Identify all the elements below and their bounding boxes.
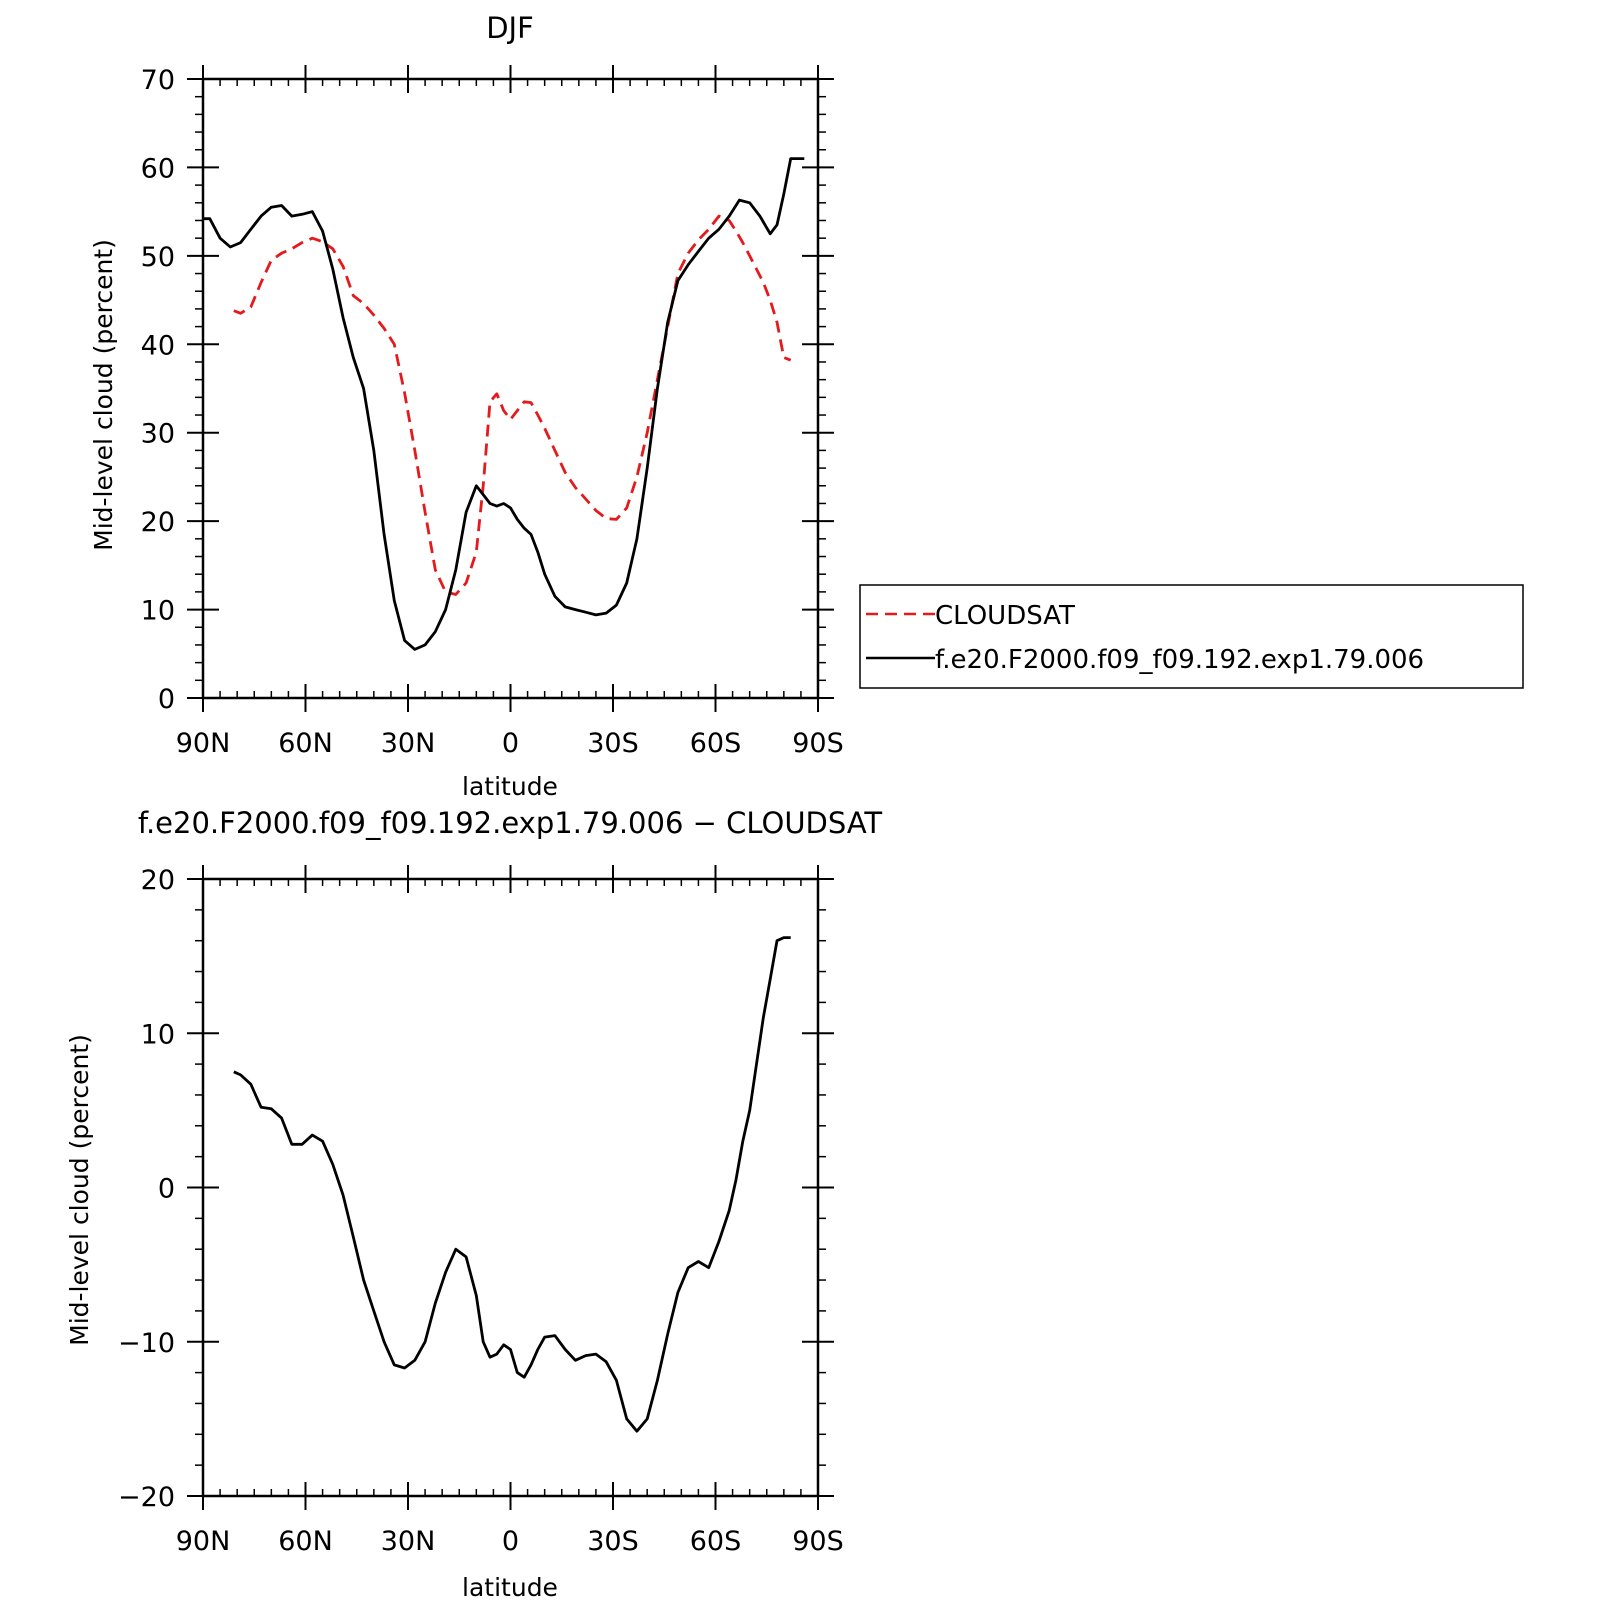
x-tick-label: 30S xyxy=(587,728,639,759)
plot-frame xyxy=(201,77,820,700)
top-y-axis-label: Mid-level cloud (percent) xyxy=(89,239,118,551)
y-tick-label: 70 xyxy=(141,65,175,96)
x-tick-label: 30N xyxy=(381,1526,436,1557)
y-tick-label: −10 xyxy=(118,1328,175,1359)
x-tick-label: 30N xyxy=(381,728,436,759)
x-tick-label: 60S xyxy=(690,728,742,759)
bottom-y-axis-label: Mid-level cloud (percent) xyxy=(65,1034,94,1346)
x-tick-label: 60S xyxy=(690,1526,742,1557)
y-tick-label: 20 xyxy=(141,507,175,538)
x-tick-label: 0 xyxy=(502,728,519,759)
x-tick-label: 60N xyxy=(278,1526,333,1557)
y-tick-label: 20 xyxy=(141,865,175,896)
legend-box xyxy=(859,584,1524,689)
x-tick-label: 30S xyxy=(587,1526,639,1557)
top-x-axis-label: latitude xyxy=(462,772,558,801)
y-tick-label: 0 xyxy=(158,1174,175,1205)
bottom-series-lines xyxy=(233,936,791,1433)
series-line-difference xyxy=(233,936,791,1433)
y-tick-label: 40 xyxy=(141,330,175,361)
y-tick-label: 10 xyxy=(141,596,175,627)
legend-label-model: f.e20.F2000.f09_f09.192.exp1.79.006 xyxy=(935,645,1424,675)
x-tick-label: 0 xyxy=(502,1526,519,1557)
bottom-x-axis-label: latitude xyxy=(462,1573,558,1602)
y-tick-label: 30 xyxy=(141,419,175,450)
top-chart-title: DJF xyxy=(486,11,534,45)
x-tick-label: 90N xyxy=(176,1526,231,1557)
x-tick-label: 90S xyxy=(792,1526,844,1557)
top-axes: 90N 60N 30N 0 30S 60S 90S 0 10 20 30 40 50 60 70 xyxy=(141,65,844,759)
bottom-axes: 90N 60N 30N 0 30S 60S 90S −20 −10 0 10 20 xyxy=(118,865,844,1557)
top-panel: DJF Mid-level cloud (percent) latitude 9… xyxy=(89,11,844,801)
y-tick-label: 0 xyxy=(158,684,175,715)
series-line-cloudsat xyxy=(233,214,792,596)
y-tick-label: 10 xyxy=(141,1019,175,1050)
x-tick-label: 60N xyxy=(278,728,333,759)
y-tick-label: 60 xyxy=(141,153,175,184)
series-line-f-e20-f2000-f09-f09-192-exp1-79-006 xyxy=(203,157,805,651)
legend: CLOUDSAT f.e20.F2000.f09_f09.192.exp1.79… xyxy=(859,584,1524,689)
x-tick-label: 90S xyxy=(792,728,844,759)
plot-frame xyxy=(201,877,820,1498)
y-tick-label: 50 xyxy=(141,242,175,273)
y-tick-label: −20 xyxy=(118,1482,175,1513)
legend-label-cloudsat: CLOUDSAT xyxy=(935,601,1075,631)
bottom-chart-title: f.e20.F2000.f09_f09.192.exp1.79.006 − CL… xyxy=(138,806,883,840)
bottom-panel: f.e20.F2000.f09_f09.192.exp1.79.006 − CL… xyxy=(65,806,882,1602)
top-series-lines xyxy=(203,157,805,651)
x-tick-label: 90N xyxy=(176,728,231,759)
